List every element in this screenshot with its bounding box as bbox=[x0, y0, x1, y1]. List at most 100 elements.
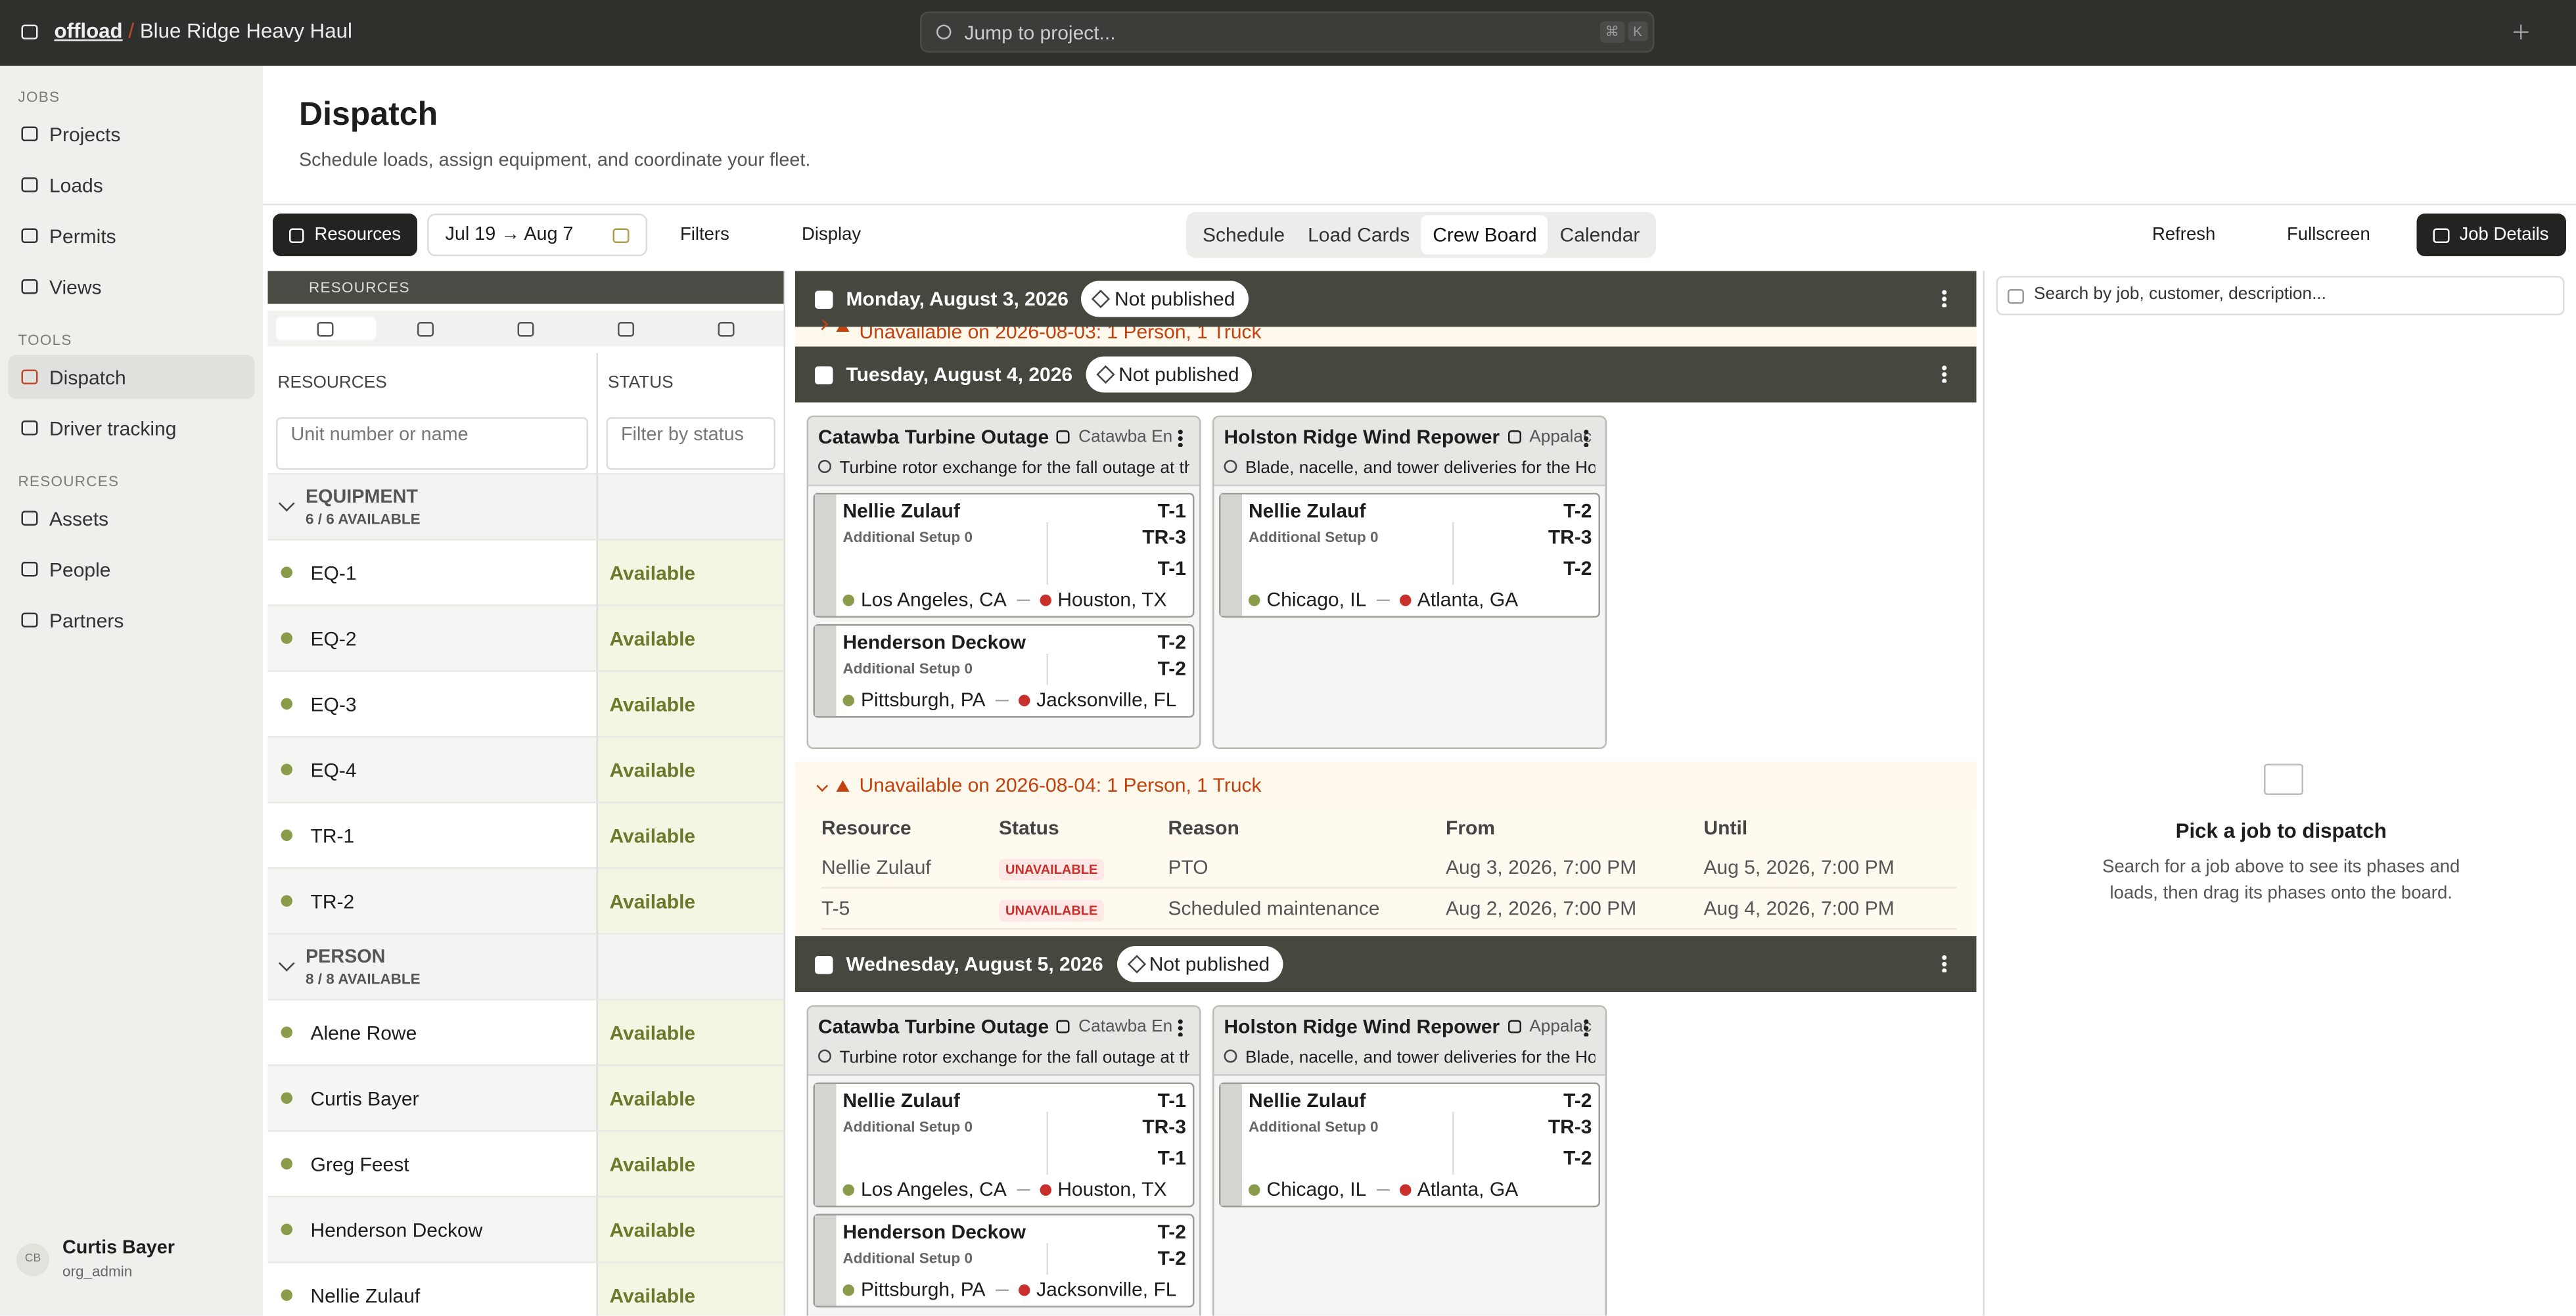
resource-tab[interactable] bbox=[676, 317, 775, 340]
resource-tab[interactable] bbox=[576, 317, 676, 340]
publish-status[interactable]: Not published bbox=[1082, 281, 1248, 317]
nav-item[interactable]: Dispatch bbox=[9, 355, 255, 399]
publish-status[interactable]: Not published bbox=[1086, 357, 1252, 393]
destination-dot bbox=[1040, 594, 1051, 606]
view-tab[interactable]: Schedule bbox=[1191, 216, 1297, 255]
user[interactable]: CB Curtis Bayer org_admin bbox=[16, 1238, 175, 1280]
job-menu[interactable] bbox=[1584, 1018, 1589, 1037]
crew-stripe bbox=[1221, 495, 1243, 616]
status-dot bbox=[281, 698, 293, 710]
resource-row[interactable]: Nellie Zulauf bbox=[268, 1263, 597, 1316]
day-menu[interactable] bbox=[1942, 289, 1947, 307]
nav-item[interactable]: Loads bbox=[9, 163, 255, 208]
nav-item[interactable]: Partners bbox=[9, 598, 255, 643]
nav-icon bbox=[22, 562, 38, 577]
nav-item[interactable]: Driver tracking bbox=[9, 406, 255, 451]
resource-row[interactable]: Greg Feest bbox=[268, 1132, 597, 1198]
nav-item[interactable]: People bbox=[9, 547, 255, 592]
day-checkbox[interactable] bbox=[815, 290, 833, 308]
add-button[interactable] bbox=[2520, 25, 2522, 40]
table-cell: Aug 3, 2026, 7:00 PM bbox=[1446, 848, 1704, 889]
display-button[interactable]: Display bbox=[785, 214, 877, 256]
job-menu[interactable] bbox=[1584, 429, 1589, 447]
chevron bbox=[816, 779, 828, 791]
job-search[interactable]: Search by job, customer, description... bbox=[1996, 276, 2565, 315]
job-menu[interactable] bbox=[1178, 429, 1184, 447]
external-icon bbox=[1057, 1020, 1070, 1033]
nav-item[interactable]: Permits bbox=[9, 214, 255, 258]
resource-name: EQ-1 bbox=[311, 561, 357, 584]
view-tab[interactable]: Load Cards bbox=[1297, 216, 1421, 255]
unavailable-text: Unavailable on 2026-08-04: 1 Person, 1 T… bbox=[860, 774, 1262, 797]
filter-input[interactable]: Filter by status bbox=[607, 417, 776, 469]
filters-button[interactable]: Filters bbox=[664, 214, 746, 256]
resource-row[interactable]: EQ-2 bbox=[268, 606, 597, 672]
nav-item[interactable]: Projects bbox=[9, 112, 255, 156]
fullscreen-button[interactable]: Fullscreen bbox=[2270, 214, 2387, 256]
view-tab[interactable]: Crew Board bbox=[1421, 216, 1548, 255]
destination: Atlanta, GA bbox=[1417, 588, 1518, 611]
resource-tab[interactable] bbox=[376, 317, 476, 340]
group-status bbox=[597, 475, 784, 541]
send-icon bbox=[1092, 290, 1111, 308]
resource-row[interactable]: Henderson Deckow bbox=[268, 1198, 597, 1263]
job-details-button[interactable]: Job Details bbox=[2417, 214, 2567, 256]
view-tab[interactable]: Calendar bbox=[1548, 216, 1651, 255]
resource-status: Available bbox=[597, 1066, 784, 1132]
sidebar-toggle[interactable] bbox=[22, 25, 38, 40]
empty-title: Pick a job to dispatch bbox=[1985, 820, 2576, 843]
org-link[interactable]: offload bbox=[55, 20, 123, 43]
day-checkbox[interactable] bbox=[815, 365, 833, 384]
project-search[interactable]: Jump to project... ⌘ K bbox=[920, 12, 1655, 53]
nav-item[interactable]: Assets bbox=[9, 496, 255, 541]
label: Job Details bbox=[2460, 225, 2549, 245]
resource-row[interactable]: EQ-3 bbox=[268, 672, 597, 738]
filter-input[interactable]: Unit number or name bbox=[276, 417, 588, 469]
resource-row[interactable]: TR-2 bbox=[268, 869, 597, 935]
unavailable-section: Unavailable on 2026-08-04: 1 Person, 1 T… bbox=[795, 762, 1977, 936]
resource-row[interactable]: EQ-4 bbox=[268, 738, 597, 804]
resource-row[interactable]: TR-1 bbox=[268, 804, 597, 869]
job-menu[interactable] bbox=[1178, 1018, 1184, 1037]
nav-item[interactable]: Views bbox=[9, 265, 255, 309]
resource-row[interactable]: EQ-1 bbox=[268, 541, 597, 606]
publish-status[interactable]: Not published bbox=[1116, 946, 1283, 982]
table-header: Until bbox=[1704, 808, 1957, 848]
resource-row[interactable]: Alene Rowe bbox=[268, 1001, 597, 1066]
resource-tab[interactable] bbox=[276, 317, 376, 340]
day-checkbox[interactable] bbox=[815, 955, 833, 974]
resource-tab[interactable] bbox=[476, 317, 576, 340]
resource-name: EQ-2 bbox=[311, 627, 357, 650]
date-range[interactable]: Jul 19 → Aug 7 bbox=[427, 214, 647, 256]
status-badge: UNAVAILABLE bbox=[999, 900, 1104, 922]
route-arrow bbox=[1017, 1189, 1030, 1191]
resources-button[interactable]: Resources bbox=[273, 214, 417, 256]
day-menu[interactable] bbox=[1942, 955, 1947, 973]
resource-row[interactable]: Curtis Bayer bbox=[268, 1066, 597, 1132]
day-menu[interactable] bbox=[1942, 365, 1947, 383]
refresh-button[interactable]: Refresh bbox=[2136, 214, 2232, 256]
chevron bbox=[279, 495, 295, 512]
unavailable-summary[interactable]: Unavailable on 2026-08-04: 1 Person, 1 T… bbox=[795, 762, 1977, 808]
column-header: STATUS bbox=[597, 353, 784, 413]
